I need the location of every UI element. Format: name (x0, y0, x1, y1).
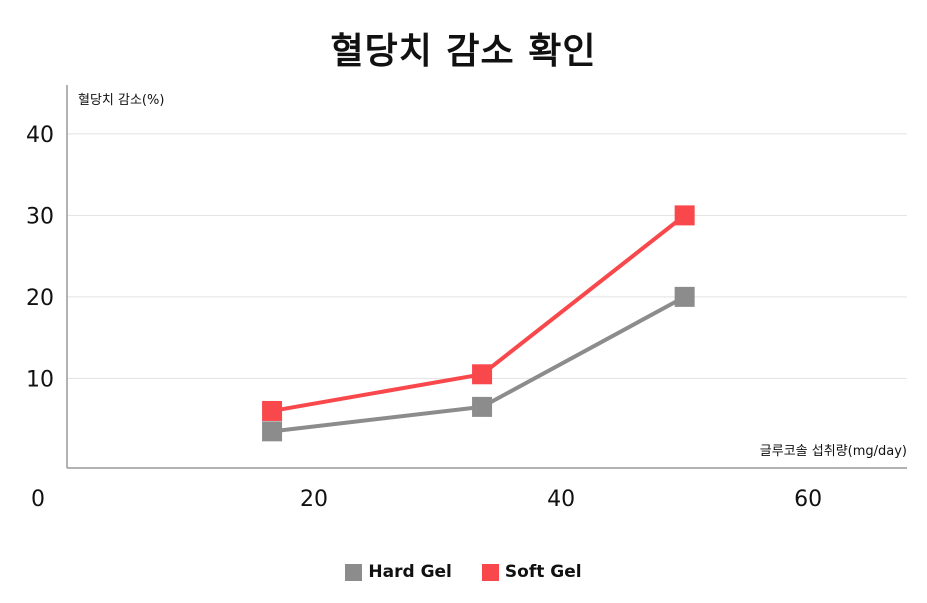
chart-title: 혈당치 감소 확인 (330, 31, 597, 72)
gridlines (67, 133, 907, 379)
x-tick-label: 0 (31, 487, 45, 512)
x-tick-label: 20 (300, 487, 328, 512)
legend-label-hard-gel: Hard Gel (368, 562, 452, 582)
x-tick-label: 60 (794, 487, 822, 512)
data-point-hard-gel (472, 396, 493, 417)
y-axis-label: 혈당치 감소(%) (78, 93, 164, 108)
x-axis-label: 글루코솔 섭취량(mg/day) (760, 444, 907, 459)
legend: Hard Gel Soft Gel (0, 562, 927, 582)
x-tick-label: 40 (547, 487, 575, 512)
legend-swatch-hard-gel (345, 563, 363, 581)
legend-item-soft-gel: Soft Gel (481, 562, 582, 582)
y-tick-label: 40 (26, 123, 54, 148)
data-point-soft-gel (262, 400, 283, 421)
data-point-soft-gel (472, 364, 493, 385)
legend-item-hard-gel: Hard Gel (345, 562, 452, 582)
data-point-hard-gel (674, 286, 695, 307)
data-point-soft-gel (674, 205, 695, 226)
y-tick-label: 30 (26, 204, 54, 229)
legend-label-soft-gel: Soft Gel (504, 562, 582, 582)
y-tick-label: 20 (26, 286, 54, 311)
data-point-hard-gel (262, 421, 283, 442)
series-layer (262, 205, 695, 442)
legend-swatch-soft-gel (481, 563, 499, 581)
y-tick-label: 10 (26, 367, 54, 392)
tick-labels: 10 20 30 40 0 20 40 60 (26, 123, 822, 512)
